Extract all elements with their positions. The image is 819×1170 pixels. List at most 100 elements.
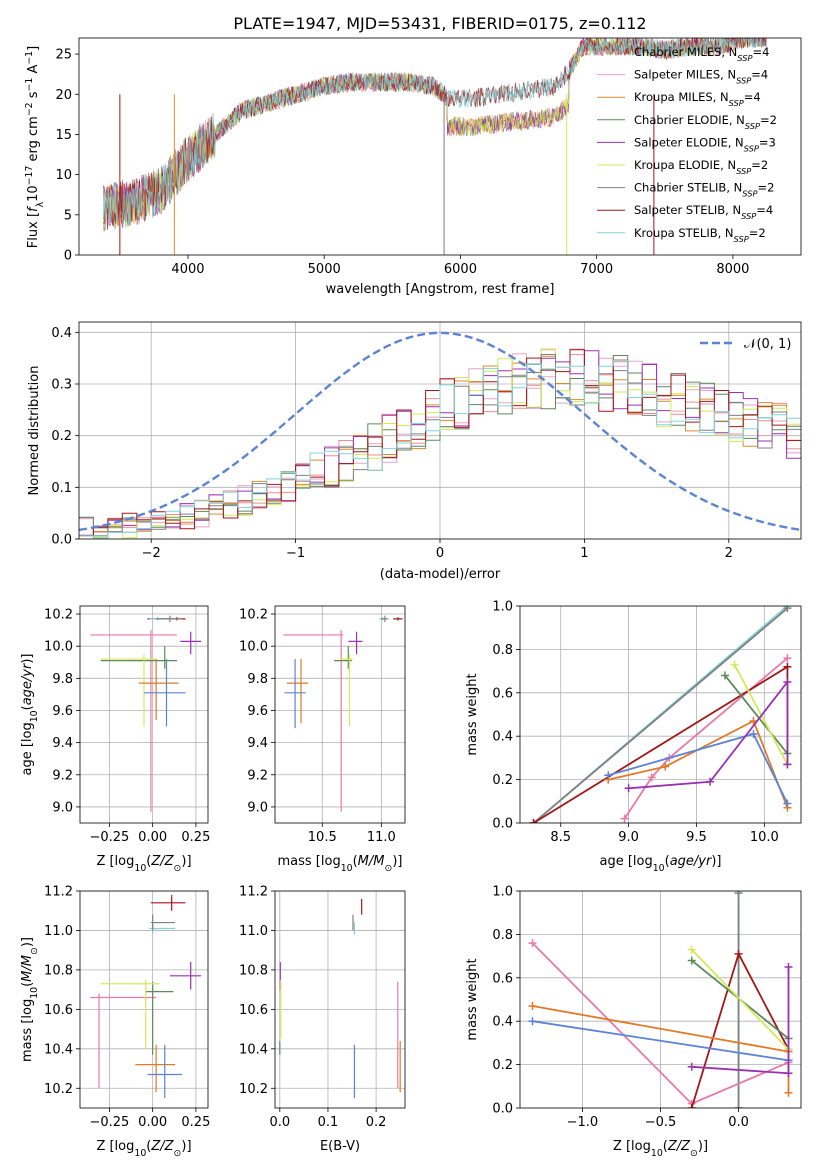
y-tick-label: 9.8 [52, 672, 73, 687]
x-tick-label: 7000 [580, 262, 613, 277]
weight-marker [620, 814, 629, 823]
y-tick-label: 0.1 [51, 481, 72, 496]
weight-marker [529, 819, 538, 823]
weight-line [628, 679, 789, 790]
axes-frame [78, 37, 802, 256]
histogram-step [79, 355, 801, 537]
y-tick-label: 10.0 [44, 640, 73, 655]
axes-frame [519, 605, 802, 824]
weight-marker [687, 945, 696, 954]
plot-area [520, 891, 801, 1108]
plot-area [80, 891, 208, 1108]
axes-residual_distribution: −2 −1 0 1 2 0.0 0.1 0.2 0.3 0.4 𝒩(0, 1) (data-model… [27, 321, 802, 582]
axes-frame [79, 605, 209, 824]
weight-marker [604, 771, 613, 780]
y-tick-label: 10.6 [44, 1003, 73, 1018]
y-tick-label: 5 [64, 208, 72, 223]
y-axis-label: mass weight [465, 958, 480, 1040]
weight-line [533, 607, 788, 823]
x-axis-label: age [log10(age/yr)] [599, 854, 721, 874]
x-tick-label: 2 [725, 546, 733, 561]
y-tick-label: 0.4 [492, 730, 513, 745]
y-tick-label: 10.8 [239, 963, 268, 978]
y-tick-label: 10.0 [239, 640, 268, 655]
weight-marker [624, 784, 633, 793]
plot-area [275, 891, 405, 1108]
y-tick-label: 9.4 [52, 736, 73, 751]
axes-frame [274, 605, 406, 824]
plot-area [80, 606, 208, 823]
legend-label: Chabrier MILES, NSSP=4 [634, 45, 769, 63]
y-tick-label: 9.8 [247, 672, 268, 687]
y-tick-label: 10.2 [239, 608, 268, 623]
x-tick-label: 9.0 [618, 830, 639, 845]
y-tick-label: 0.2 [51, 429, 72, 444]
y-tick-label: 11.0 [239, 924, 268, 939]
weight-marker [528, 939, 537, 948]
histogram-step [79, 359, 801, 539]
x-tick-label: 11.0 [367, 830, 396, 845]
weight-line [724, 674, 789, 755]
weight-marker [647, 773, 656, 782]
weight-marker [783, 677, 792, 686]
weight-line [691, 948, 790, 1051]
y-tick-label: 0.0 [492, 1102, 513, 1117]
weight-marker [734, 891, 743, 898]
axes-frame [79, 890, 209, 1109]
weight-line [533, 665, 789, 823]
weight-marker [706, 777, 715, 786]
x-tick-label: 0.1 [318, 1115, 339, 1130]
y-tick-label: 25 [55, 48, 72, 63]
x-tick-label: −2 [142, 546, 161, 561]
y-tick-label: 1.0 [492, 885, 513, 900]
weight-marker [783, 799, 792, 808]
x-tick-label: −0.5 [645, 1115, 677, 1130]
x-tick-label: 4000 [171, 262, 204, 277]
legend-label: Salpeter MILES, NSSP=4 [634, 68, 768, 86]
x-tick-label: 1 [580, 546, 588, 561]
axes-age_vs_mass: 10.5 11.0 9.0 9.2 9.4 9.6 9.8 10.0 10.2 mass [log… [239, 605, 406, 874]
y-axis-label: mass weight [465, 673, 480, 755]
x-tick-label: −0.25 [89, 830, 129, 845]
y-tick-label: 0.6 [492, 971, 513, 986]
y-tick-label: 9.4 [247, 736, 268, 751]
weight-marker [783, 760, 792, 769]
plot-area [520, 606, 801, 823]
y-tick-label: 20 [55, 88, 72, 103]
y-tick-label: 9.6 [247, 704, 268, 719]
x-axis-label: wavelength [Angstrom, rest frame] [326, 282, 555, 297]
axes-age_vs_Z: −0.25 0.00 0.25 9.0 9.2 9.4 9.6 9.8 10.0 10.2 Z [l… [20, 605, 210, 874]
y-axis-label: Normed distribution [27, 366, 42, 496]
x-tick-label: 8000 [716, 262, 749, 277]
x-tick-label: 0.25 [181, 1115, 210, 1130]
y-axis-label: age [log10(age/yr)] [20, 653, 40, 775]
legend-label: Kroupa MILES, NSSP=4 [634, 90, 761, 108]
y-tick-label: 0 [64, 249, 72, 264]
x-tick-label: 0 [436, 546, 444, 561]
y-tick-label: 11.0 [44, 924, 73, 939]
x-axis-label: Z [log10(Z/Z⊙)] [96, 854, 191, 874]
y-tick-label: 1.0 [492, 600, 513, 615]
weight-marker [783, 606, 792, 613]
weight-marker [784, 1088, 793, 1097]
y-tick-label: 0.2 [492, 1058, 513, 1073]
weight-line [733, 664, 789, 765]
axes-mass_weight_vs_Z: −1.0 −0.5 0.0 0.0 0.2 0.4 0.6 0.8 1.0 Z [log10(Z/… [465, 885, 802, 1159]
x-tick-label: −0.25 [89, 1115, 129, 1130]
weight-marker [687, 956, 696, 965]
y-tick-label: 9.0 [247, 800, 268, 815]
x-axis-label: E(B-V) [320, 1139, 360, 1154]
figure-title: PLATE=1947, MJD=53431, FIBERID=0175, z=0… [233, 14, 646, 33]
y-tick-label: 0.8 [492, 928, 513, 943]
x-tick-label: 0.00 [138, 830, 167, 845]
plot-area [103, 38, 767, 255]
y-tick-label: 0.2 [492, 773, 513, 788]
weight-marker [720, 671, 729, 680]
weight-marker [784, 962, 793, 971]
x-tick-label: −1.0 [567, 1115, 599, 1130]
x-tick-label: 5000 [308, 262, 341, 277]
y-tick-label: 10.6 [239, 1003, 268, 1018]
spectrum-line [103, 38, 767, 226]
